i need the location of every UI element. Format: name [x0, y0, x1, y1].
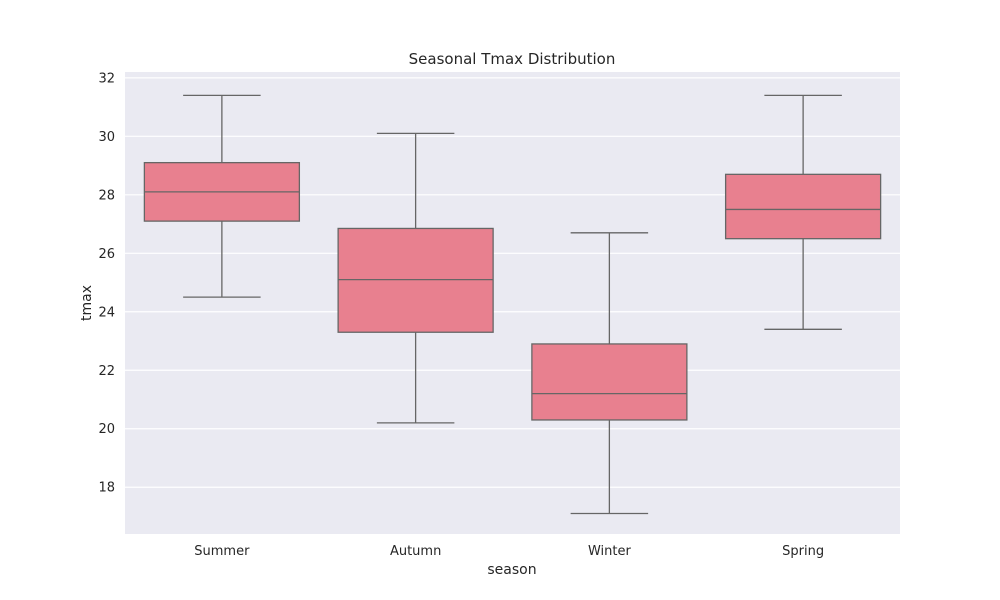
x-tick-label: Winter	[588, 544, 632, 559]
y-tick-label: 20	[98, 422, 115, 437]
x-axis-label: season	[487, 562, 536, 578]
iqr-box	[724, 173, 882, 240]
y-axis-label: tmax	[79, 285, 95, 321]
y-tick-label: 22	[98, 364, 115, 379]
y-tick-label: 32	[98, 71, 115, 86]
x-tick-label: Spring	[782, 544, 824, 559]
box-autumn	[337, 132, 494, 424]
iqr-box	[531, 343, 688, 421]
box-winter	[531, 232, 688, 515]
plot-area	[125, 72, 900, 534]
box-spring	[724, 94, 882, 330]
y-tick-label: 26	[98, 247, 115, 262]
box-series	[143, 94, 882, 515]
chart-title: Seasonal Tmax Distribution	[409, 50, 616, 68]
x-tick-label: Autumn	[390, 544, 441, 559]
iqr-box	[337, 227, 494, 333]
x-axis-ticks: Summer Autumn Winter Spring	[194, 544, 824, 559]
box-summer	[143, 94, 301, 298]
y-tick-label: 24	[98, 305, 115, 320]
x-tick-label: Summer	[194, 544, 250, 559]
y-axis-ticks: 18 20 22 24 26 28 30 32	[98, 71, 115, 495]
y-tick-label: 18	[98, 481, 115, 496]
y-tick-label: 28	[98, 188, 115, 203]
y-tick-label: 30	[98, 130, 115, 145]
